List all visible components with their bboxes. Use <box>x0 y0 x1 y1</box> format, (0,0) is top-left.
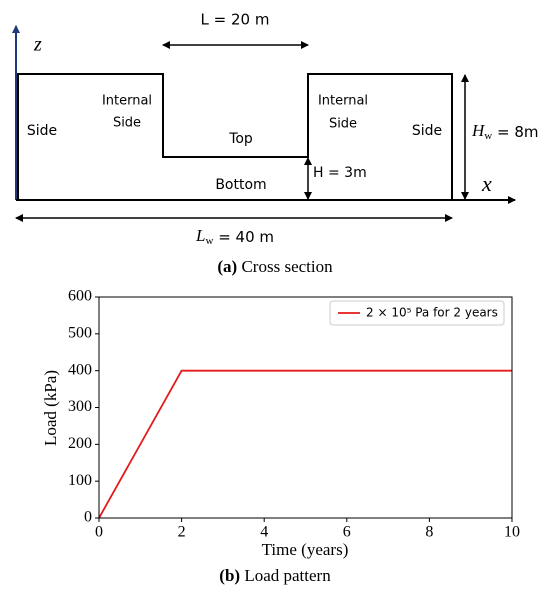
y-tick-label: 0 <box>84 509 92 526</box>
caption: (a) Cross section <box>217 257 333 276</box>
load-chart: Time (years) Load (kPa) 0100200300400500… <box>41 288 520 559</box>
caption-tag: (a) <box>217 257 237 276</box>
dim-sub: w <box>205 235 213 247</box>
legend-label: 2 × 10⁵ Pa for 2 years <box>366 306 498 320</box>
dim-rest: = 8m <box>492 123 538 141</box>
y-axis-label: Load (kPa) <box>41 370 60 446</box>
x-tick-label: 0 <box>95 524 103 541</box>
axis-label: x <box>481 171 492 196</box>
series-line <box>98 369 512 519</box>
dim-sub: w <box>484 130 492 142</box>
region-label: Internal <box>102 94 152 109</box>
y-tick-label: 500 <box>68 325 92 342</box>
plot-frame <box>98 296 513 519</box>
y-tick-label: 200 <box>68 435 92 452</box>
x-tick-label: 2 <box>178 524 186 541</box>
region-label: Bottom <box>215 177 266 193</box>
x-tick-label: 6 <box>343 524 351 541</box>
x-tick-label: 4 <box>260 524 268 541</box>
legend: 2 × 10⁵ Pa for 2 years <box>329 300 505 326</box>
x-tick-label: 8 <box>425 524 433 541</box>
region-label: Top <box>228 131 253 147</box>
outline <box>17 73 453 200</box>
region-label: Side <box>113 116 141 131</box>
dim-label: Lw = 40 m <box>195 226 274 247</box>
y-tick-label: 100 <box>68 472 92 489</box>
caption-text: Cross section <box>241 257 333 276</box>
x-tick-label: 10 <box>504 524 520 541</box>
region-label: Side <box>412 123 442 139</box>
y-tick-label: 300 <box>68 398 92 415</box>
region-label: Side <box>27 123 57 139</box>
axis-label: z <box>33 34 42 56</box>
dim-symbol: L <box>195 226 205 245</box>
region-label: Internal <box>318 94 368 109</box>
dim-symbol: H <box>471 121 486 140</box>
cross-section: z x L = 20 m Side Internal Side Top Bott… <box>12 11 539 247</box>
y-tick-label: 400 <box>68 361 92 378</box>
region-label: Side <box>329 117 357 132</box>
dim-rest: = 40 m <box>213 228 274 246</box>
caption: (b) Load pattern <box>219 566 331 585</box>
caption-text: Load pattern <box>244 566 331 585</box>
dim-label: H = 3m <box>313 165 367 181</box>
legend-box <box>329 300 505 326</box>
dim-label: L = 20 m <box>201 11 270 29</box>
caption-tag: (b) <box>219 566 240 585</box>
y-tick-label: 600 <box>68 288 92 305</box>
x-axis-label: Time (years) <box>262 540 349 559</box>
dim-label: Hw = 8m <box>471 121 539 142</box>
